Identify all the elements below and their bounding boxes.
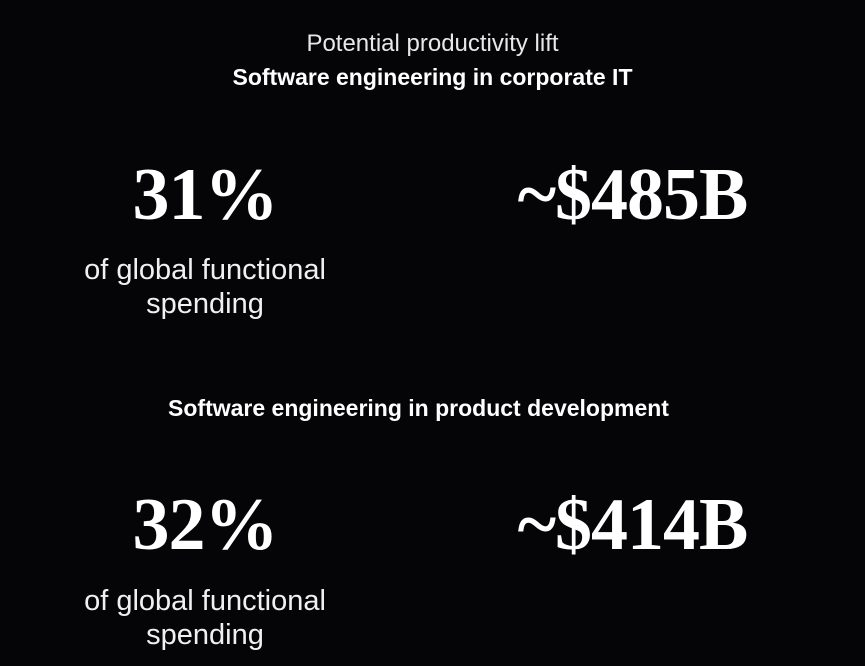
- section-title-product-development: Software engineering in product developm…: [168, 395, 669, 421]
- section-title-corporate-it: Software engineering in corporate IT: [232, 64, 633, 90]
- stat-caption-corporate-it: of global functional spending: [40, 253, 370, 321]
- caption-line-1: of global functional: [84, 254, 326, 286]
- stat-percent-product-development: 32%: [132, 484, 279, 566]
- stat-amount-corporate-it: ~$485B: [517, 154, 749, 236]
- caption-line-2: spending: [146, 288, 264, 320]
- caption-line-1: of global functional: [84, 585, 326, 617]
- header-subtitle: Potential productivity lift: [306, 30, 559, 57]
- stat-caption-product-development: of global functional spending: [40, 584, 370, 652]
- stat-amount-product-development: ~$414B: [517, 484, 749, 566]
- stat-percent-corporate-it: 31%: [132, 154, 279, 236]
- caption-line-2: spending: [146, 619, 264, 651]
